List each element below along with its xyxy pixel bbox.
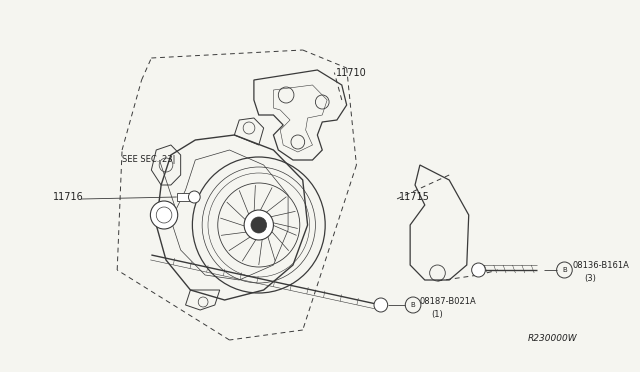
Circle shape	[251, 217, 267, 233]
Circle shape	[374, 298, 388, 312]
Circle shape	[472, 263, 485, 277]
Text: 08136-B161A: 08136-B161A	[572, 262, 629, 270]
Text: 08187-B021A: 08187-B021A	[420, 296, 477, 305]
Text: R230000W: R230000W	[528, 334, 578, 343]
Polygon shape	[177, 193, 195, 201]
Text: (3): (3)	[584, 275, 596, 283]
Circle shape	[156, 207, 172, 223]
Text: B: B	[411, 302, 415, 308]
Circle shape	[150, 201, 178, 229]
Circle shape	[244, 210, 273, 240]
Circle shape	[188, 191, 200, 203]
Text: B: B	[562, 267, 567, 273]
Text: SEE SEC. 23|: SEE SEC. 23|	[122, 155, 175, 164]
Text: 11715: 11715	[399, 192, 429, 202]
Text: (1): (1)	[431, 310, 444, 318]
Text: 11710: 11710	[335, 68, 366, 77]
Text: 11716: 11716	[53, 192, 84, 202]
